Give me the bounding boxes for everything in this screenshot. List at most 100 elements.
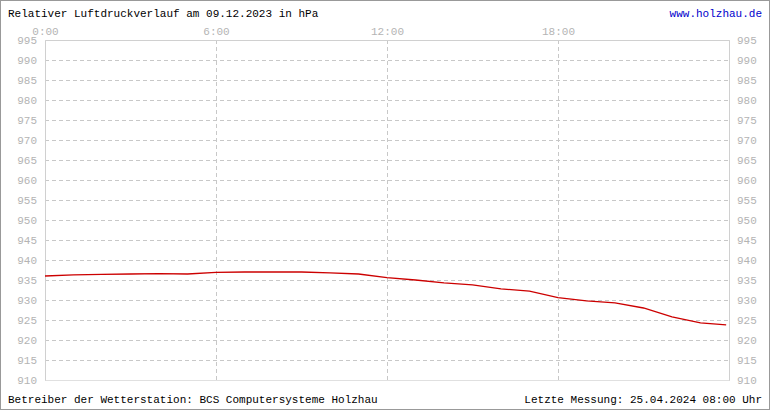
grid-line [45, 60, 729, 61]
source-link[interactable]: www.holzhau.de [670, 8, 762, 20]
tick-label: 975 [737, 115, 757, 127]
tick: 915 [17, 355, 45, 367]
tick-label: 975 [17, 115, 37, 127]
tick-label: 945 [737, 235, 757, 247]
tick: 985 [17, 75, 45, 87]
grid-line [558, 40, 559, 380]
tick-label: 965 [737, 155, 757, 167]
tick-label: 955 [737, 195, 757, 207]
y-axis: 910 915 920 925 930 935 940 945 950 955 960 965 970 9… [17, 35, 45, 387]
tick: 965 [729, 155, 757, 167]
tick-label: 990 [737, 55, 757, 67]
axis-line [45, 41, 46, 381]
tick: 945 [17, 235, 45, 247]
tick-label: 910 [17, 375, 37, 387]
tick: 990 [17, 55, 45, 67]
tick-label: 995 [737, 35, 757, 47]
tick: 985 [729, 75, 757, 87]
tick-label: 915 [17, 355, 37, 367]
tick: 940 [729, 255, 757, 267]
tick-label: 910 [737, 375, 757, 387]
tick-label: 0:00 [32, 26, 58, 38]
tick: 915 [729, 355, 757, 367]
tick: 910 [17, 375, 45, 387]
tick-label: 960 [17, 175, 37, 187]
tick-label: 945 [17, 235, 37, 247]
tick-label: 985 [17, 75, 37, 87]
tick: 995 [729, 35, 757, 47]
tick-label: 950 [737, 215, 757, 227]
tick: 930 [17, 295, 45, 307]
tick: 975 [729, 115, 757, 127]
tick: 930 [729, 295, 757, 307]
tick: 920 [729, 335, 757, 347]
tick: 925 [729, 315, 757, 327]
tick-label: 925 [17, 315, 37, 327]
tick: 980 [729, 95, 757, 107]
tick: 955 [17, 195, 45, 207]
tick-label: 965 [17, 155, 37, 167]
grid-line [387, 40, 388, 380]
tick-label: 930 [17, 295, 37, 307]
tick-label: 915 [737, 355, 757, 367]
grid-line [45, 200, 729, 201]
tick-label: 925 [737, 315, 757, 327]
tick-label: 955 [17, 195, 37, 207]
tick-label: 980 [17, 95, 37, 107]
tick: 920 [17, 335, 45, 347]
tick-label: 920 [737, 335, 757, 347]
tick: 970 [17, 135, 45, 147]
tick: 975 [17, 115, 45, 127]
tick: 12:00 [371, 26, 404, 40]
tick: 970 [729, 135, 757, 147]
tick: 960 [17, 175, 45, 187]
tick-label: 935 [737, 275, 757, 287]
tick: 990 [729, 55, 757, 67]
tick: 910 [729, 375, 757, 387]
plot-area [45, 272, 726, 325]
grid-line [45, 360, 729, 361]
tick: 950 [729, 215, 757, 227]
tick-label: 18:00 [542, 26, 575, 38]
tick: 925 [17, 315, 45, 327]
tick: 0:00 [32, 26, 58, 40]
grid [45, 40, 729, 380]
chart: 910 915 920 925 930 935 940 945 950 955 960 965 970 9… [0, 0, 770, 410]
background [1, 1, 770, 410]
tick: 6:00 [203, 26, 229, 40]
y-axis-right: 910 915 920 925 930 935 940 945 950 955 960 965 970 9… [729, 35, 757, 387]
tick-label: 970 [737, 135, 757, 147]
tick-label: 960 [737, 175, 757, 187]
tick: 945 [729, 235, 757, 247]
tick: 935 [729, 275, 757, 287]
tick-label: 970 [17, 135, 37, 147]
grid-line [45, 220, 729, 221]
tick: 955 [729, 195, 757, 207]
tick-label: 950 [17, 215, 37, 227]
tick: 965 [17, 155, 45, 167]
grid-line [216, 40, 217, 380]
grid-line [45, 340, 729, 341]
tick-label: 980 [737, 95, 757, 107]
tick-label: 940 [17, 255, 37, 267]
tick: 950 [17, 215, 45, 227]
tick-label: 920 [17, 335, 37, 347]
tick-label: 990 [17, 55, 37, 67]
pressure-line [45, 272, 726, 325]
title: Relativer Luftdruckverlauf am 09.12.2023… [8, 8, 319, 20]
tick: 980 [17, 95, 45, 107]
tick-label: 6:00 [203, 26, 229, 38]
grid-line [45, 80, 729, 81]
plot-frame [45, 40, 729, 380]
tick-label: 940 [737, 255, 757, 267]
tick-label: 935 [17, 275, 37, 287]
axis-line [46, 40, 730, 41]
tick: 18:00 [542, 26, 575, 40]
tick-label: 12:00 [371, 26, 404, 38]
axis-line [729, 41, 730, 381]
footer-left: Betreiber der Wetterstation: BCS Compute… [8, 394, 378, 406]
tick: 960 [729, 175, 757, 187]
x-axis: 0:00 6:00 12:00 18:00 [32, 26, 729, 41]
footer-right: Letzte Messung: 25.04.2024 08:00 Uhr [524, 394, 762, 406]
tick: 940 [17, 255, 45, 267]
